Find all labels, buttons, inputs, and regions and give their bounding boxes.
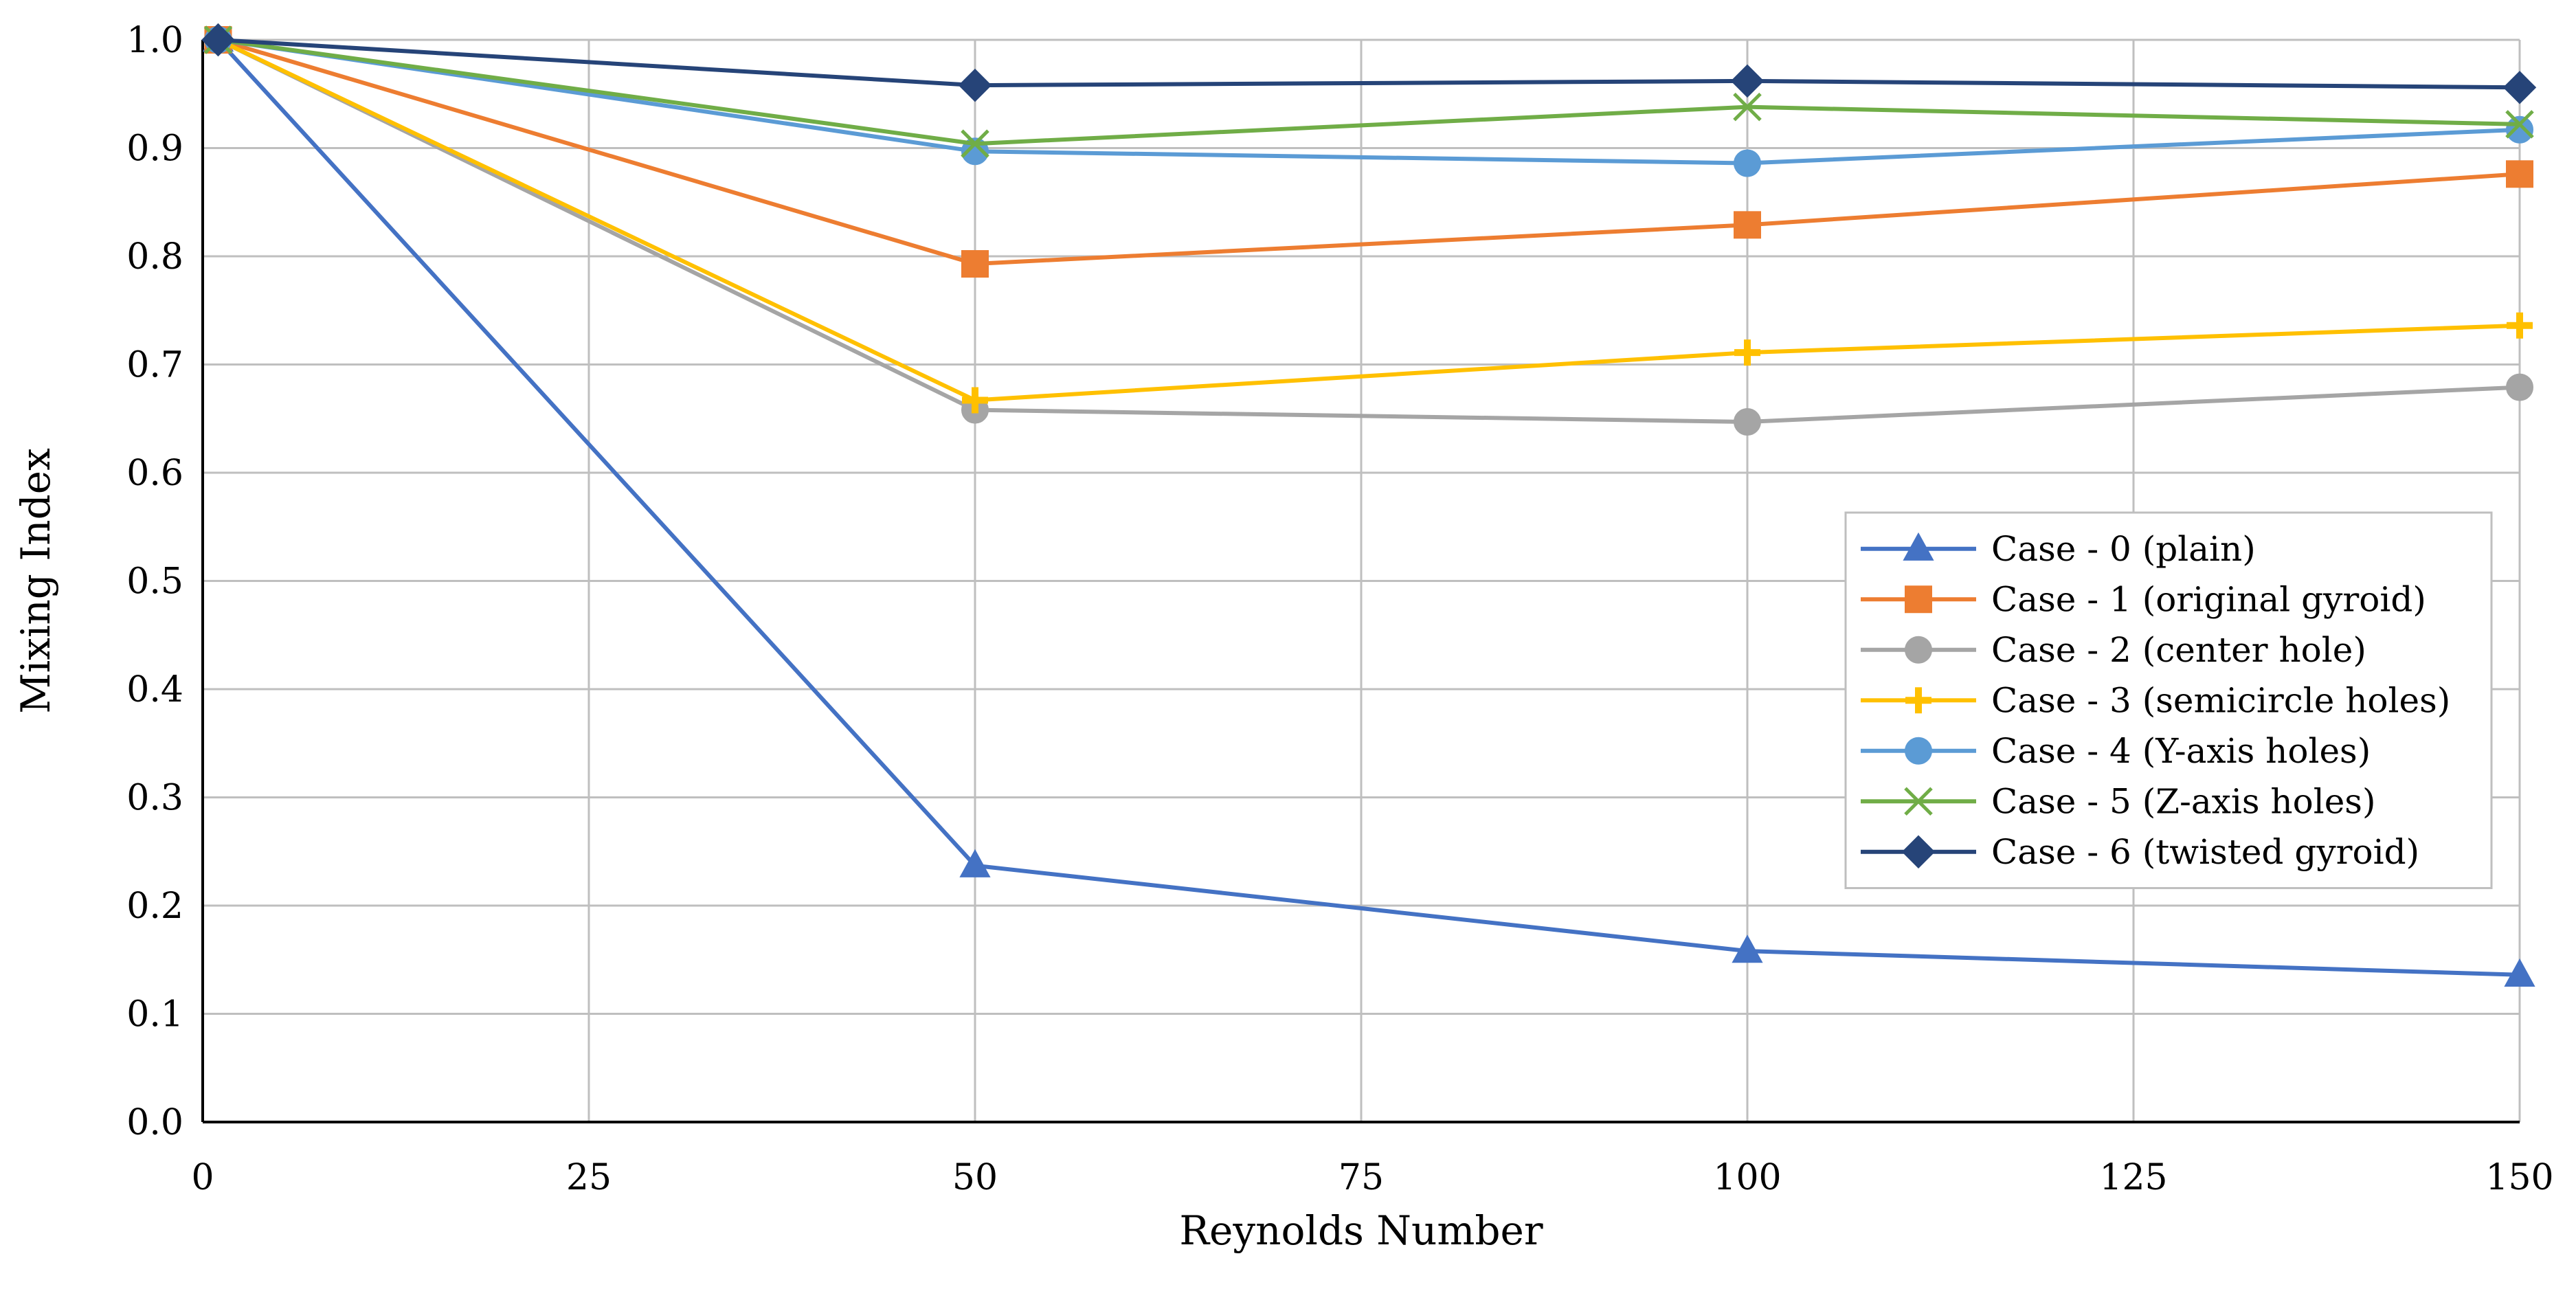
legend: Case - 0 (plain) Case - 1 (original gyroi…: [1844, 511, 2493, 889]
legend-marker: [1905, 737, 1932, 765]
x-tick-label: 100: [1713, 1157, 1781, 1198]
series-line: [216, 38, 2520, 977]
legend-item: Case - 0 (plain): [1861, 529, 2256, 569]
data-point: [1732, 934, 1763, 963]
data-point: [2506, 373, 2533, 401]
x-tick-label: 75: [1339, 1157, 1384, 1198]
data-point: [2506, 115, 2533, 144]
y-tick-label: 0.3: [126, 778, 183, 819]
legend-label: Case - 5 (Z-axis holes): [1991, 781, 2375, 821]
legend-item: Case - 3 (semicircle holes): [1861, 680, 2450, 720]
series-line: [217, 38, 2520, 267]
data-point: [2502, 71, 2537, 104]
series-layer: [201, 23, 2537, 987]
y-tick-label: 0.4: [126, 669, 183, 710]
legend-item: Case - 4 (Y-axis holes): [1861, 731, 2371, 771]
data-point: [1734, 149, 1761, 177]
data-point: [2504, 958, 2535, 987]
data-point: [201, 23, 235, 57]
y-tick-label: 0.5: [126, 561, 183, 603]
data-point: [1734, 339, 1760, 366]
series-line: [217, 38, 2520, 403]
series-case-5-z-axis-holes: [203, 25, 2534, 158]
data-point: [2507, 312, 2533, 339]
legend-label: Case - 1 (original gyroid): [1991, 579, 2426, 619]
data-point: [1734, 407, 1761, 436]
y-tick-label: 0.2: [126, 886, 183, 927]
data-point: [2506, 160, 2533, 188]
x-tick-label: 50: [952, 1157, 998, 1198]
series-case-0-plain: [202, 23, 2535, 987]
y-tick-label: 0.6: [126, 453, 183, 494]
data-point: [1730, 64, 1765, 98]
legend-item: Case - 6 (twisted gyroid): [1861, 832, 2419, 872]
x-tick-label: 25: [566, 1157, 612, 1198]
y-tick-label: 0.7: [126, 345, 183, 386]
legend-marker: [1905, 687, 1931, 714]
tick-label-layer: 0.0 0.1 0.2 0.3 0.4 0.5 0.6 0.7 0.8 0.9 1.0 0 25 50 75…: [126, 20, 2553, 1198]
series-line: [218, 38, 2520, 146]
data-point: [961, 129, 989, 158]
x-axis-title: Reynolds Number: [1179, 1207, 1543, 1254]
series-line: [218, 38, 2520, 90]
legend-marker: [1905, 585, 1932, 614]
data-point: [961, 250, 989, 278]
legend-item: Case - 1 (original gyroid): [1861, 579, 2426, 619]
legend-label: Case - 0 (plain): [1991, 529, 2256, 569]
y-tick-label: 1.0: [126, 20, 183, 61]
data-point: [959, 849, 991, 877]
legend-marker: [1904, 787, 1933, 816]
legend-marker: [1905, 636, 1932, 664]
legend-item: Case - 5 (Z-axis holes): [1861, 781, 2375, 821]
y-tick-label: 0.0: [126, 1102, 183, 1143]
legend-marker: [1903, 532, 1934, 561]
x-tick-label: 150: [2485, 1157, 2553, 1198]
legend-marker: [1901, 835, 1936, 868]
legend-item: Case - 2 (center hole): [1861, 630, 2366, 670]
series-line: [217, 38, 2520, 424]
axes-layer: [201, 40, 2520, 1123]
y-axis-title: Mixing Index: [12, 448, 59, 714]
data-point: [958, 68, 992, 102]
series-case-6-twisted-gyroid: [201, 23, 2537, 104]
series-line: [218, 38, 2520, 166]
y-tick-label: 0.1: [126, 994, 183, 1035]
y-tick-label: 0.9: [126, 128, 183, 170]
data-point: [1733, 92, 1762, 122]
legend-label: Case - 2 (center hole): [1991, 630, 2366, 670]
legend-label: Case - 3 (semicircle holes): [1991, 680, 2450, 720]
legend-label: Case - 4 (Y-axis holes): [1991, 731, 2371, 771]
series-case-4-y-axis-holes: [204, 26, 2533, 177]
legend-label: Case - 6 (twisted gyroid): [1991, 832, 2419, 872]
data-point: [2505, 110, 2534, 139]
series-case-1-original-gyroid: [204, 26, 2533, 278]
y-tick-label: 0.8: [126, 236, 183, 278]
x-tick-label: 0: [191, 1157, 214, 1198]
data-point: [1734, 211, 1761, 239]
x-tick-label: 125: [2099, 1157, 2167, 1198]
data-point: [962, 387, 988, 414]
